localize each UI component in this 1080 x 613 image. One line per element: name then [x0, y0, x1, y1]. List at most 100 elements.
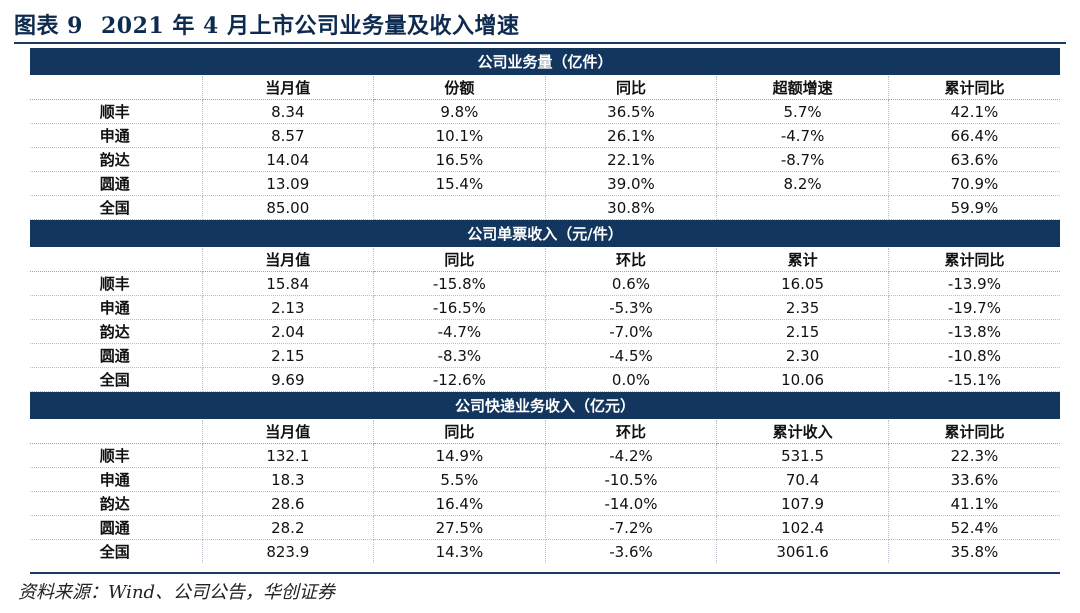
table-row: 圆通 28.2 27.5% -7.2% 102.4 52.4% — [30, 515, 1061, 540]
table-row: 韵达 28.6 16.4% -14.0% 107.9 41.1% — [30, 491, 1061, 516]
table-cell: 66.4% — [888, 123, 1061, 148]
column-header: 累计 — [716, 247, 889, 272]
table-cell — [716, 195, 889, 220]
section-title: 公司单票收入（元/件） — [30, 219, 1061, 248]
table-cell: 3061.6 — [716, 539, 889, 563]
table-body: 公司业务量（亿件） 当月值 份额 同比 超额增速 累计同比 顺丰 8.34 9.8% 36.5% 5… — [30, 48, 1061, 563]
section-header: 公司快递业务收入（亿元） — [30, 391, 1061, 420]
table-row: 全国 85.00 30.8% 59.9% — [30, 195, 1061, 220]
table-cell: 5.7% — [716, 99, 889, 124]
row-label: 圆通 — [30, 515, 203, 540]
table-cell: 14.04 — [202, 147, 375, 172]
table-cell: 28.2 — [202, 515, 375, 540]
row-label: 顺丰 — [30, 271, 203, 296]
table-cell: 52.4% — [888, 515, 1061, 540]
row-label: 韵达 — [30, 491, 203, 516]
table-cell: 22.3% — [888, 443, 1061, 468]
table-cell: -4.5% — [545, 343, 718, 368]
table-cell: 63.6% — [888, 147, 1061, 172]
table-cell: 132.1 — [202, 443, 375, 468]
row-label: 申通 — [30, 295, 203, 320]
table-cell: 2.04 — [202, 319, 375, 344]
table-row: 申通 2.13 -16.5% -5.3% 2.35 -19.7% — [30, 295, 1061, 320]
table-cell: -16.5% — [373, 295, 546, 320]
column-header — [30, 75, 203, 100]
section-title: 公司快递业务收入（亿元） — [30, 391, 1061, 420]
column-header: 当月值 — [202, 75, 375, 100]
table-cell: 16.5% — [373, 147, 546, 172]
table-cell: 8.2% — [716, 171, 889, 196]
table-cell: -4.7% — [716, 123, 889, 148]
table-cell: 9.69 — [202, 367, 375, 392]
table-cell: 10.06 — [716, 367, 889, 392]
table-cell: 41.1% — [888, 491, 1061, 516]
table-cell: 14.9% — [373, 443, 546, 468]
table-cell: -7.2% — [545, 515, 718, 540]
figure-title-text: 2021 年 4 月上市公司业务量及收入增速 — [100, 13, 520, 39]
table-cell: 2.15 — [716, 319, 889, 344]
row-label: 顺丰 — [30, 99, 203, 124]
bottom-divider — [30, 572, 1060, 574]
column-header: 累计同比 — [888, 419, 1061, 444]
table-row: 申通 18.3 5.5% -10.5% 70.4 33.6% — [30, 467, 1061, 492]
column-header — [30, 419, 203, 444]
table-cell: 0.0% — [545, 367, 718, 392]
column-header: 同比 — [373, 419, 546, 444]
column-header: 累计同比 — [888, 75, 1061, 100]
table-cell: -10.5% — [545, 467, 718, 492]
row-label: 全国 — [30, 539, 203, 563]
table-cell: 36.5% — [545, 99, 718, 124]
table-cell — [373, 195, 546, 220]
table-cell: 33.6% — [888, 467, 1061, 492]
table-cell: 59.9% — [888, 195, 1061, 220]
table-cell: -15.8% — [373, 271, 546, 296]
table-cell: 8.57 — [202, 123, 375, 148]
table-cell: 30.8% — [545, 195, 718, 220]
row-label: 申通 — [30, 467, 203, 492]
table-cell: 107.9 — [716, 491, 889, 516]
row-label: 全国 — [30, 367, 203, 392]
table-cell: -7.0% — [545, 319, 718, 344]
table-row: 全国 823.9 14.3% -3.6% 3061.6 35.8% — [30, 539, 1060, 563]
table-row: 申通 8.57 10.1% 26.1% -4.7% 66.4% — [30, 123, 1061, 148]
column-header-row: 当月值 份额 同比 超额增速 累计同比 — [30, 75, 1061, 100]
row-label: 韵达 — [30, 147, 203, 172]
column-header: 同比 — [545, 75, 718, 100]
column-header: 累计同比 — [888, 247, 1061, 272]
table-cell: -5.3% — [545, 295, 718, 320]
table-cell: -10.8% — [888, 343, 1061, 368]
table-row: 韵达 14.04 16.5% 22.1% -8.7% 63.6% — [30, 147, 1061, 172]
column-header: 同比 — [373, 247, 546, 272]
table-cell: 2.35 — [716, 295, 889, 320]
table-cell: 2.15 — [202, 343, 375, 368]
table-cell: -15.1% — [888, 367, 1061, 392]
table-cell: 27.5% — [373, 515, 546, 540]
title-divider — [14, 42, 1066, 44]
row-label: 圆通 — [30, 171, 203, 196]
table-cell: 70.9% — [888, 171, 1061, 196]
table-cell: 70.4 — [716, 467, 889, 492]
table-cell: 14.3% — [373, 539, 546, 563]
table-cell: 10.1% — [373, 123, 546, 148]
table-cell: -4.2% — [545, 443, 718, 468]
table-cell: 8.34 — [202, 99, 375, 124]
table-cell: 26.1% — [545, 123, 718, 148]
business-table: 公司业务量（亿件） 当月值 份额 同比 超额增速 累计同比 顺丰 8.34 9.8% 36.5% 5… — [30, 48, 1061, 563]
row-label: 顺丰 — [30, 443, 203, 468]
table-cell: 2.30 — [716, 343, 889, 368]
row-label: 全国 — [30, 195, 203, 220]
table-cell: 18.3 — [202, 467, 375, 492]
table-row: 顺丰 132.1 14.9% -4.2% 531.5 22.3% — [30, 443, 1061, 468]
table-cell: -8.7% — [716, 147, 889, 172]
row-label: 申通 — [30, 123, 203, 148]
table-cell: 531.5 — [716, 443, 889, 468]
column-header: 当月值 — [202, 247, 375, 272]
table-cell: 85.00 — [202, 195, 375, 220]
column-header: 超额增速 — [716, 75, 889, 100]
table-row: 顺丰 15.84 -15.8% 0.6% 16.05 -13.9% — [30, 271, 1061, 296]
table-cell: 35.8% — [950, 542, 999, 561]
row-label: 韵达 — [30, 319, 203, 344]
table-cell: -19.7% — [888, 295, 1061, 320]
table-row: 顺丰 8.34 9.8% 36.5% 5.7% 42.1% — [30, 99, 1061, 124]
table-cell: 16.05 — [716, 271, 889, 296]
